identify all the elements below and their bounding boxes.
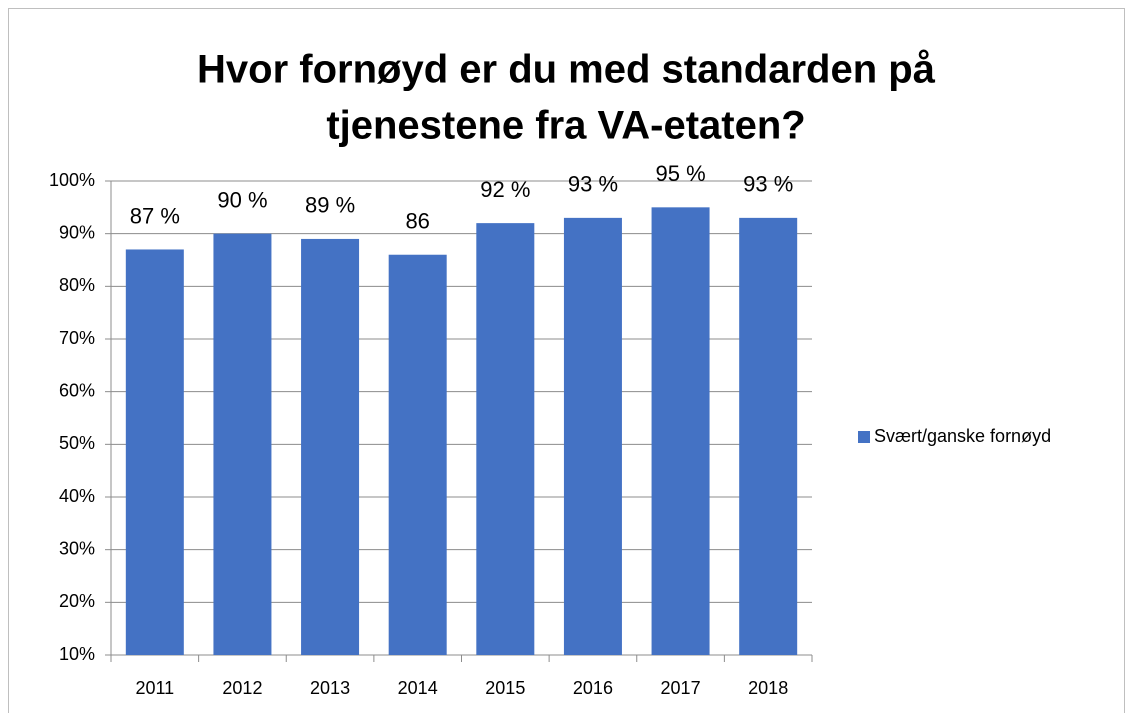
y-tick-label: 10% (59, 644, 95, 664)
bar (476, 223, 535, 655)
y-tick-label: 50% (59, 433, 95, 453)
y-tick-label: 100% (49, 170, 95, 190)
y-tick-label: 80% (59, 275, 95, 295)
y-tick-label: 40% (59, 486, 95, 506)
x-tick-label: 2013 (310, 678, 350, 698)
y-tick-label: 90% (59, 222, 95, 242)
x-tick-label: 2011 (135, 678, 174, 698)
legend-swatch (858, 431, 870, 443)
x-tick-label: 2014 (398, 678, 438, 698)
bar (563, 217, 622, 655)
x-tick-label: 2012 (222, 678, 262, 698)
bar (213, 233, 272, 655)
data-label: 90 % (217, 187, 267, 212)
data-label: 95 % (655, 161, 705, 186)
x-tick-label: 2018 (748, 678, 788, 698)
x-tick-label: 2017 (661, 678, 701, 698)
data-label: 93 % (743, 172, 793, 197)
chart-title: Hvor fornøyd er du med standarden på (197, 48, 936, 92)
y-tick-label: 70% (59, 328, 95, 348)
data-label: 92 % (480, 177, 530, 202)
data-label: 93 % (568, 172, 618, 197)
y-tick-label: 20% (59, 591, 95, 611)
y-tick-label: 60% (59, 380, 95, 400)
bar (125, 249, 184, 655)
data-label: 86 (405, 209, 429, 234)
y-tick-label: 30% (59, 538, 95, 558)
x-tick-label: 2015 (485, 678, 525, 698)
data-label: 87 % (130, 203, 180, 228)
x-tick-label: 2016 (573, 678, 613, 698)
chart-title: tjenestene fra VA-etaten? (326, 104, 805, 148)
bar (651, 207, 710, 656)
legend-label: Svært/ganske fornøyd (874, 426, 1051, 446)
bar (739, 217, 798, 655)
bar (301, 238, 360, 655)
data-label: 89 % (305, 193, 355, 218)
bar (388, 254, 447, 655)
chart-frame (8, 8, 1125, 713)
